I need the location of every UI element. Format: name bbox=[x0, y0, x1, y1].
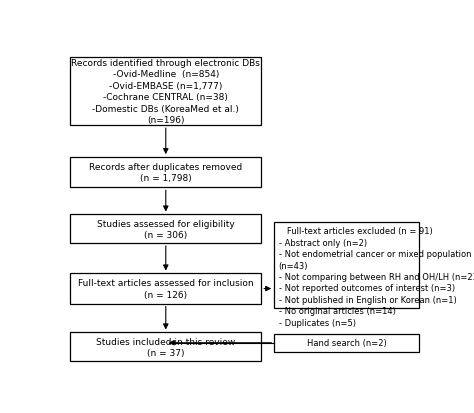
Text: Full-text articles excluded (n = 91)
- Abstract only (n=2)
- Not endometrial can: Full-text articles excluded (n = 91) - A… bbox=[279, 227, 474, 327]
Text: Studies included in this review
(n = 37): Studies included in this review (n = 37) bbox=[96, 337, 236, 357]
FancyBboxPatch shape bbox=[70, 274, 261, 304]
FancyBboxPatch shape bbox=[274, 334, 419, 352]
Text: Records after duplicates removed
(n = 1,798): Records after duplicates removed (n = 1,… bbox=[89, 163, 242, 183]
Text: Studies assessed for eligibility
(n = 306): Studies assessed for eligibility (n = 30… bbox=[97, 219, 235, 240]
FancyBboxPatch shape bbox=[70, 57, 261, 126]
FancyBboxPatch shape bbox=[70, 215, 261, 244]
Text: Records identified through electronic DBs
-Ovid-Medline  (n=854)
-Ovid-EMBASE (n: Records identified through electronic DB… bbox=[72, 59, 260, 125]
FancyBboxPatch shape bbox=[70, 158, 261, 188]
FancyBboxPatch shape bbox=[274, 223, 419, 309]
Text: Full-text articles assessed for inclusion
(n = 126): Full-text articles assessed for inclusio… bbox=[78, 279, 254, 299]
FancyBboxPatch shape bbox=[70, 332, 261, 361]
Text: Hand search (n=2): Hand search (n=2) bbox=[307, 338, 387, 347]
